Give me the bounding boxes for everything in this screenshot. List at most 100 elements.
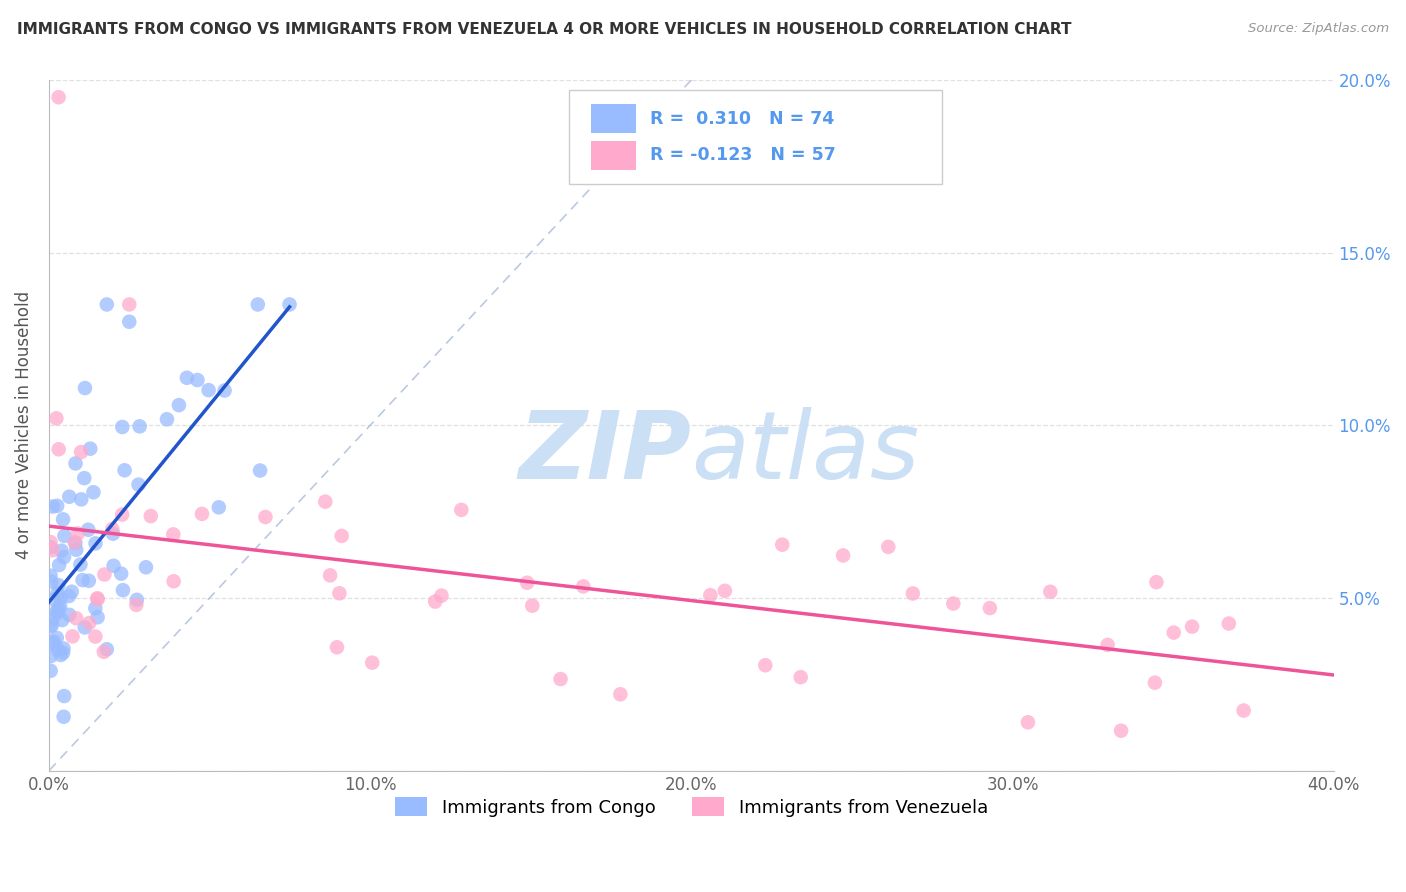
Point	[46, 499, 69, 513]
Point	[314, 494, 336, 508]
Point	[46, 586, 69, 600]
Point	[125, 598, 148, 612]
Point	[101, 526, 124, 541]
Y-axis label: 4 or more Vehicles in Household: 4 or more Vehicles in Household	[15, 292, 32, 559]
Point	[48, 558, 70, 572]
Point	[52, 646, 75, 660]
Point	[48, 90, 70, 104]
Point	[58, 589, 80, 603]
Point	[96, 297, 118, 311]
Point	[58, 490, 80, 504]
Point	[101, 522, 124, 536]
Point	[754, 658, 776, 673]
Text: ZIP: ZIP	[519, 407, 692, 499]
Text: R = -0.123   N = 57: R = -0.123 N = 57	[650, 146, 837, 164]
Point	[1097, 638, 1119, 652]
Point	[46, 642, 69, 657]
Point	[1039, 584, 1062, 599]
Point	[39, 664, 62, 678]
Point	[42, 592, 65, 607]
Point	[42, 634, 65, 648]
Point	[111, 420, 134, 434]
Point	[86, 592, 108, 607]
Point	[39, 568, 62, 582]
Point	[214, 384, 236, 398]
Point	[176, 371, 198, 385]
Point	[86, 591, 108, 606]
Point	[41, 636, 63, 650]
Point	[1017, 715, 1039, 730]
Point	[425, 594, 447, 608]
Bar	[591, 141, 636, 169]
Point	[516, 575, 538, 590]
Point	[1181, 619, 1204, 633]
Point	[66, 526, 89, 541]
Point	[65, 457, 87, 471]
Point	[53, 529, 76, 543]
Point	[699, 588, 721, 602]
Point	[609, 687, 631, 701]
Point	[714, 583, 737, 598]
Point	[361, 656, 384, 670]
Point	[52, 641, 75, 656]
Point	[70, 445, 93, 459]
Point	[877, 540, 900, 554]
Point	[167, 398, 190, 412]
Point	[60, 584, 83, 599]
Point	[1144, 575, 1167, 590]
Point	[1109, 723, 1132, 738]
Point	[77, 616, 100, 631]
Text: R =  0.310   N = 74: R = 0.310 N = 74	[650, 110, 834, 128]
Point	[48, 578, 70, 592]
Point	[114, 463, 136, 477]
Point	[69, 558, 91, 572]
Point	[73, 620, 96, 634]
Point	[522, 599, 544, 613]
Point	[163, 574, 186, 589]
FancyBboxPatch shape	[569, 90, 942, 184]
Point	[45, 411, 67, 425]
Point	[118, 297, 141, 311]
Point	[1218, 616, 1240, 631]
Point	[39, 619, 62, 633]
Point	[84, 601, 107, 615]
Point	[77, 523, 100, 537]
Point	[118, 315, 141, 329]
Point	[41, 574, 63, 589]
Point	[186, 373, 208, 387]
Point	[111, 508, 134, 522]
Point	[942, 597, 965, 611]
Point	[254, 510, 277, 524]
Point	[65, 536, 87, 550]
Text: atlas: atlas	[692, 408, 920, 499]
Point	[58, 607, 80, 622]
Point	[1163, 625, 1185, 640]
Point	[39, 535, 62, 549]
Point	[45, 631, 67, 645]
Point	[430, 589, 453, 603]
Point	[53, 689, 76, 703]
Point	[46, 605, 69, 619]
Point	[328, 586, 350, 600]
Point	[41, 618, 63, 632]
Point	[65, 542, 87, 557]
Point	[249, 464, 271, 478]
Point	[48, 601, 70, 615]
Point	[52, 710, 75, 724]
Point	[49, 648, 72, 662]
Point	[84, 630, 107, 644]
Point	[51, 543, 73, 558]
Point	[128, 419, 150, 434]
Point	[79, 442, 101, 456]
Point	[45, 605, 67, 619]
Point	[979, 601, 1001, 615]
Point	[1233, 704, 1256, 718]
Point	[901, 586, 924, 600]
Point	[111, 583, 134, 598]
Point	[450, 503, 472, 517]
Point	[72, 573, 94, 587]
Point	[789, 670, 811, 684]
Point	[49, 599, 72, 614]
Point	[96, 642, 118, 657]
Point	[62, 629, 84, 643]
